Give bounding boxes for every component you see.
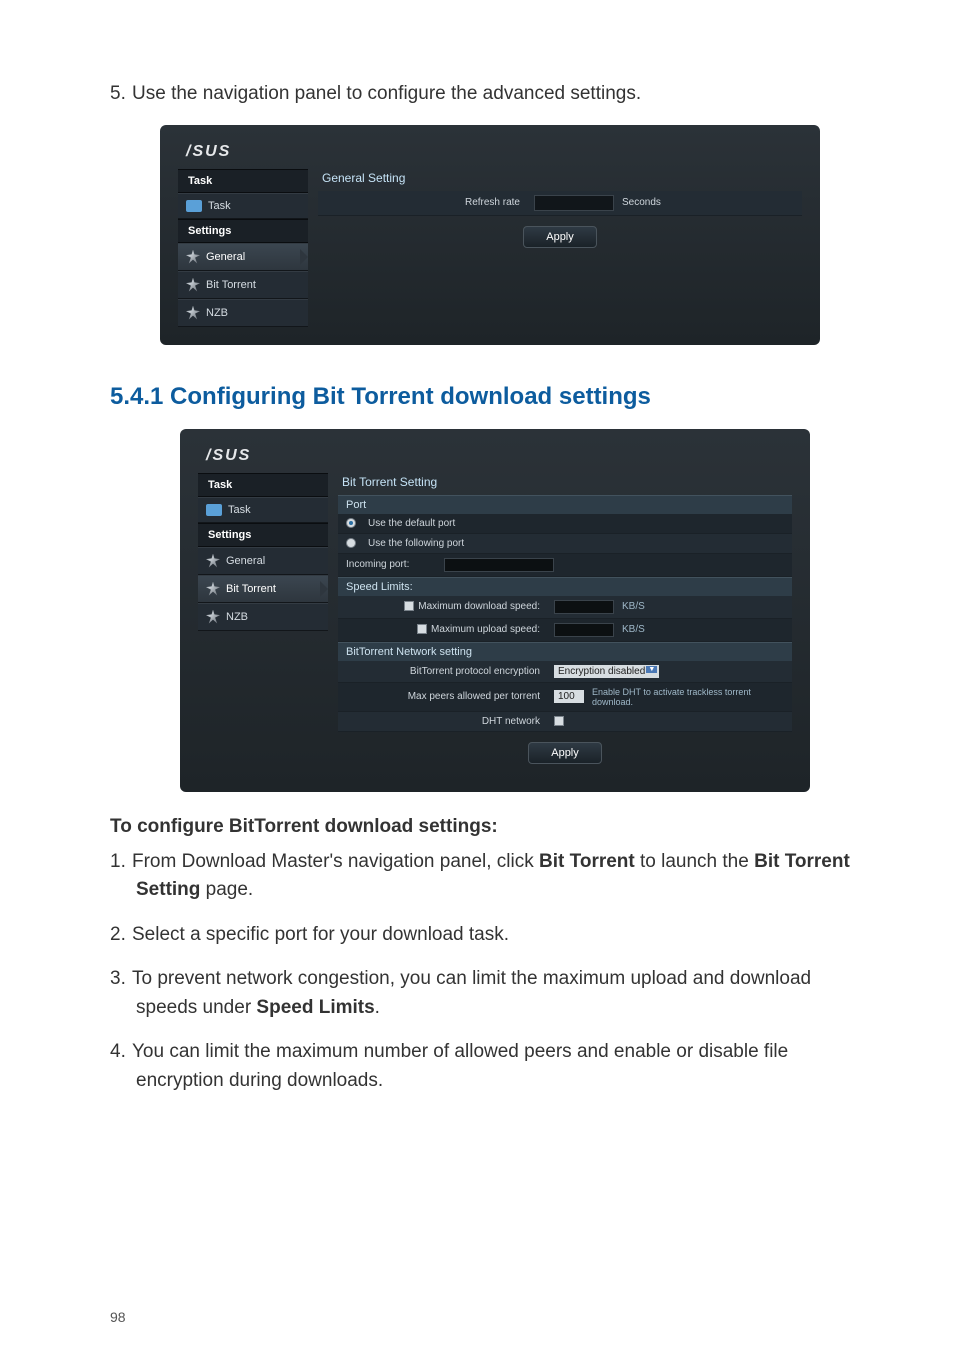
speed-header: Speed Limits:: [338, 577, 792, 596]
wrench-icon: [206, 582, 220, 596]
step-3b: .: [375, 997, 380, 1018]
sidebar-item-nzb[interactable]: NZB: [178, 299, 308, 327]
wrench-icon: [186, 306, 200, 320]
radio-default-port[interactable]: [346, 518, 356, 528]
port-header: Port: [338, 495, 792, 514]
sidebar-task-header: Task: [198, 473, 328, 497]
sidebar-item-bittorrent[interactable]: Bit Torrent: [198, 575, 328, 603]
step-1: 1.From Download Master's navigation pane…: [110, 848, 864, 905]
network-header: BitTorrent Network setting: [338, 642, 792, 661]
task-icon: [186, 200, 202, 212]
dht-note: Enable DHT to activate trackless torrent…: [592, 687, 784, 707]
apply-button[interactable]: Apply: [528, 742, 602, 764]
step-5: 5.Use the navigation panel to configure …: [110, 80, 864, 109]
sidebar-task-header: Task: [178, 169, 308, 193]
refresh-label: Refresh rate: [326, 197, 526, 208]
sidebar-bt-label: Bit Torrent: [206, 279, 256, 291]
page-number: 98: [110, 1309, 126, 1325]
checkbox-max-down[interactable]: [404, 601, 414, 611]
proto-enc-label: BitTorrent protocol encryption: [346, 666, 546, 677]
sidebar-item-nzb[interactable]: NZB: [198, 603, 328, 631]
wrench-icon: [206, 554, 220, 568]
max-download-row: Maximum download speed: KB/S: [338, 596, 792, 619]
max-peers-input[interactable]: 100: [554, 690, 584, 703]
sidebar-task-label: Task: [228, 504, 251, 516]
main-panel: General Setting Refresh rate Seconds App…: [318, 169, 802, 327]
subsection-title: To configure BitTorrent download setting…: [110, 816, 864, 838]
wrench-icon: [186, 250, 200, 264]
radio-following-port[interactable]: [346, 538, 356, 548]
section-title: 5.4.1 Configuring Bit Torrent download s…: [110, 383, 864, 411]
max-down-input[interactable]: [554, 600, 614, 614]
apply-row: Apply: [338, 732, 792, 774]
incoming-port-row: Incoming port:: [338, 554, 792, 577]
dht-label: DHT network: [346, 716, 546, 727]
wrench-icon: [186, 278, 200, 292]
use-following-label: Use the following port: [368, 538, 464, 549]
sidebar-item-general[interactable]: General: [198, 547, 328, 575]
step-5-text: Use the navigation panel to configure th…: [132, 83, 641, 104]
step-4-text: You can limit the maximum number of allo…: [132, 1041, 788, 1091]
step-1b: to launch the: [635, 851, 754, 872]
apply-row: Apply: [318, 216, 802, 258]
step-4: 4.You can limit the maximum number of al…: [110, 1038, 864, 1095]
screenshot-bittorrent: /SUS Task Task Settings General Bit Torr…: [180, 429, 810, 792]
step-3-bold: Speed Limits: [256, 997, 374, 1018]
panel-title: Bit Torrent Setting: [338, 473, 792, 495]
sidebar-task-label: Task: [208, 200, 231, 212]
step-3: 3.To prevent network congestion, you can…: [110, 965, 864, 1022]
use-default-label: Use the default port: [368, 518, 455, 529]
sidebar-settings-header: Settings: [178, 219, 308, 243]
sidebar-item-task[interactable]: Task: [198, 497, 328, 523]
max-up-input[interactable]: [554, 623, 614, 637]
checkbox-max-up[interactable]: [417, 624, 427, 634]
wrench-icon: [206, 610, 220, 624]
sidebar-item-bittorrent[interactable]: Bit Torrent: [178, 271, 308, 299]
sidebar-bt-label: Bit Torrent: [226, 583, 276, 595]
sidebar-settings-header: Settings: [198, 523, 328, 547]
sidebar-nzb-label: NZB: [226, 611, 248, 623]
asus-logo: /SUS: [178, 139, 802, 169]
panel-title: General Setting: [318, 169, 802, 191]
refresh-input[interactable]: [534, 195, 614, 211]
step-1a: From Download Master's navigation panel,…: [132, 851, 539, 872]
max-up-label: Maximum upload speed:: [431, 624, 540, 635]
encryption-select[interactable]: Encryption disabled: [554, 665, 659, 678]
sidebar-general-label: General: [226, 555, 265, 567]
kbs-label: KB/S: [622, 601, 784, 612]
port-following-row: Use the following port: [338, 534, 792, 554]
sidebar-item-task[interactable]: Task: [178, 193, 308, 219]
refresh-row: Refresh rate Seconds: [318, 191, 802, 216]
step-1c: page.: [200, 879, 253, 900]
max-peers-row: Max peers allowed per torrent 100 Enable…: [338, 683, 792, 712]
screenshot-general: /SUS Task Task Settings General Bit Torr…: [160, 125, 820, 345]
sidebar-nzb-label: NZB: [206, 307, 228, 319]
max-down-label: Maximum download speed:: [418, 601, 540, 612]
apply-button[interactable]: Apply: [523, 226, 597, 248]
max-peers-label: Max peers allowed per torrent: [346, 691, 546, 702]
checkbox-dht[interactable]: [554, 716, 564, 726]
max-upload-row: Maximum upload speed: KB/S: [338, 619, 792, 642]
seconds-label: Seconds: [622, 197, 661, 208]
port-default-row: Use the default port: [338, 514, 792, 534]
sidebar: Task Task Settings General Bit Torrent N…: [178, 169, 308, 327]
task-icon: [206, 504, 222, 516]
dht-row: DHT network: [338, 712, 792, 732]
kbs-label: KB/S: [622, 624, 784, 635]
sidebar-item-general[interactable]: General: [178, 243, 308, 271]
step-1-bold1: Bit Torrent: [539, 851, 635, 872]
sidebar-general-label: General: [206, 251, 245, 263]
asus-logo: /SUS: [198, 443, 792, 473]
sidebar: Task Task Settings General Bit Torrent N…: [198, 473, 328, 774]
incoming-port-input[interactable]: [444, 558, 554, 572]
step-3a: To prevent network congestion, you can l…: [132, 968, 811, 1018]
encryption-row: BitTorrent protocol encryption Encryptio…: [338, 661, 792, 683]
main-panel: Bit Torrent Setting Port Use the default…: [338, 473, 792, 774]
step-2-text: Select a specific port for your download…: [132, 924, 509, 945]
step-2: 2.Select a specific port for your downlo…: [110, 921, 864, 950]
incoming-label: Incoming port:: [346, 559, 436, 570]
